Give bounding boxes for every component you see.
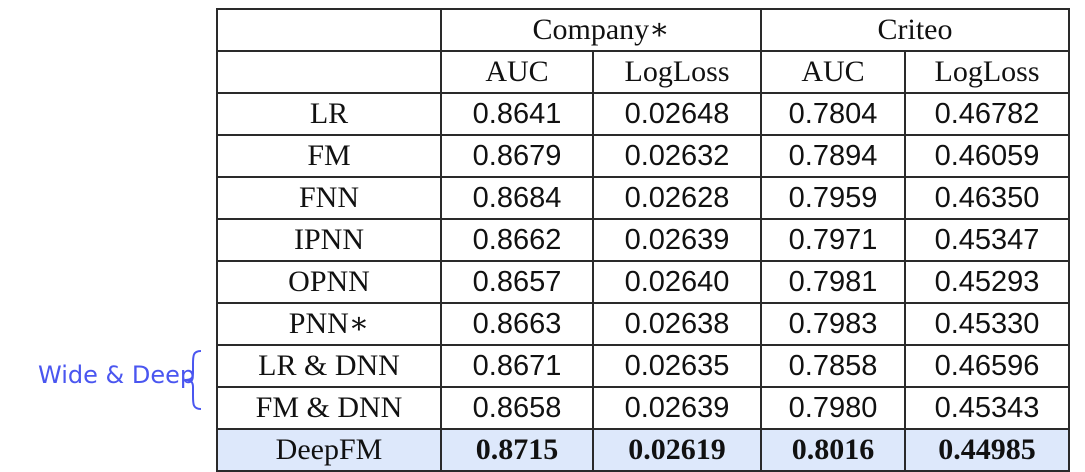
value-cell: 0.7959: [760, 176, 906, 220]
value-cell: 0.45330: [904, 302, 1070, 346]
metric-header: AUC: [440, 50, 594, 94]
model-name-cell: LR: [216, 92, 442, 136]
table-row: PNN∗ 0.8663 0.02638 0.7983 0.45330: [216, 302, 1070, 346]
table-row: FM & DNN 0.8658 0.02639 0.7980 0.45343: [216, 386, 1070, 430]
empty-corner-cell: [216, 8, 442, 52]
group-header-company: Company∗: [440, 8, 762, 52]
value-cell: 0.7980: [760, 386, 906, 430]
value-cell: 0.02632: [592, 134, 762, 178]
table-row: FNN 0.8684 0.02628 0.7959 0.46350: [216, 176, 1070, 220]
value-cell: 0.7804: [760, 92, 906, 136]
value-cell: 0.02628: [592, 176, 762, 220]
value-cell: 0.46782: [904, 92, 1070, 136]
value-cell: 0.45347: [904, 218, 1070, 262]
model-name-cell: FM & DNN: [216, 386, 442, 430]
wide-deep-annotation: Wide & Deep: [38, 350, 213, 410]
value-cell: 0.7983: [760, 302, 906, 346]
value-cell: 0.8641: [440, 92, 594, 136]
model-name-cell: FM: [216, 134, 442, 178]
value-cell: 0.8657: [440, 260, 594, 304]
value-cell: 0.7858: [760, 344, 906, 388]
value-cell: 0.02639: [592, 386, 762, 430]
value-cell: 0.8679: [440, 134, 594, 178]
model-name-cell: OPNN: [216, 260, 442, 304]
value-cell: 0.8671: [440, 344, 594, 388]
value-cell: 0.46596: [904, 344, 1070, 388]
model-name-cell: PNN∗: [216, 302, 442, 346]
value-cell: 0.45343: [904, 386, 1070, 430]
table-row: OPNN 0.8657 0.02640 0.7981 0.45293: [216, 260, 1070, 304]
model-name-cell: LR & DNN: [216, 344, 442, 388]
group-header-criteo: Criteo: [760, 8, 1070, 52]
value-cell: 0.02639: [592, 218, 762, 262]
value-cell: 0.02640: [592, 260, 762, 304]
metric-header: AUC: [760, 50, 906, 94]
model-name-cell: IPNN: [216, 218, 442, 262]
value-cell: 0.8662: [440, 218, 594, 262]
value-cell: 0.8658: [440, 386, 594, 430]
table-row: LR 0.8641 0.02648 0.7804 0.46782: [216, 92, 1070, 136]
metric-header: LogLoss: [904, 50, 1070, 94]
metric-header-row: AUC LogLoss AUC LogLoss: [216, 50, 1070, 94]
table-row: FM 0.8679 0.02632 0.7894 0.46059: [216, 134, 1070, 178]
value-cell: 0.8684: [440, 176, 594, 220]
metric-header: LogLoss: [592, 50, 762, 94]
value-cell: 0.7894: [760, 134, 906, 178]
value-cell: 0.8663: [440, 302, 594, 346]
value-cell: 0.02638: [592, 302, 762, 346]
value-cell: 0.7971: [760, 218, 906, 262]
curly-brace-icon: [184, 350, 202, 410]
empty-model-header-cell: [216, 50, 442, 94]
group-header-row: Company∗ Criteo: [216, 8, 1070, 52]
table-row: LR & DNN 0.8671 0.02635 0.7858 0.46596: [216, 344, 1070, 388]
value-cell: 0.45293: [904, 260, 1070, 304]
value-cell: 0.7981: [760, 260, 906, 304]
results-table: Company∗ Criteo AUC LogLoss AUC LogLoss …: [216, 8, 1070, 472]
value-cell: 0.02635: [592, 344, 762, 388]
model-name-cell: FNN: [216, 176, 442, 220]
value-cell: 0.46350: [904, 176, 1070, 220]
table-row: IPNN 0.8662 0.02639 0.7971 0.45347: [216, 218, 1070, 262]
wide-deep-label: Wide & Deep: [38, 361, 196, 389]
value-cell: 0.02648: [592, 92, 762, 136]
value-cell: 0.46059: [904, 134, 1070, 178]
